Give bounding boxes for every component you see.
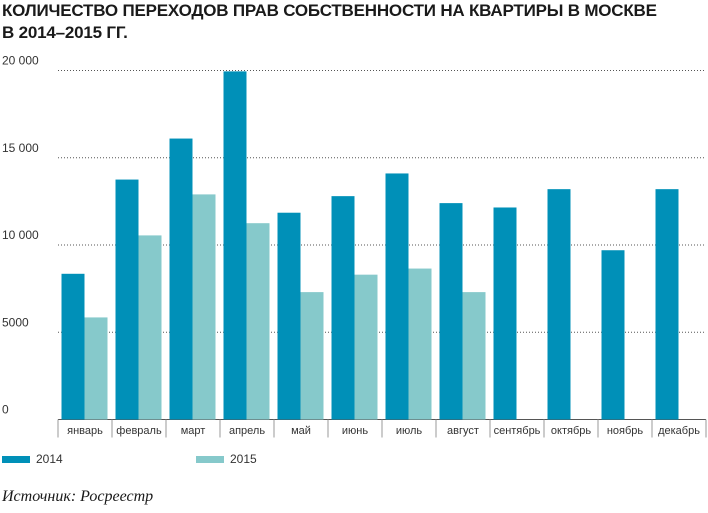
chart-title-line-1: КОЛИЧЕСТВО ПЕРЕХОДОВ ПРАВ СОБСТВЕННОСТИ … <box>2 1 657 20</box>
bar-2014-февраль <box>115 179 139 420</box>
bar-2014-декабрь <box>655 189 679 420</box>
bar-chart: 0 5000 10 000 15 000 20 000 январь февраль март… <box>2 54 707 438</box>
bar-2014-март <box>169 138 193 420</box>
chart-title-line-2: В 2014–2015 ГГ. <box>2 23 128 42</box>
legend-swatch-2014 <box>2 455 30 463</box>
legend-swatch-2015 <box>196 455 224 463</box>
bar-2014-апрель <box>223 71 247 420</box>
bar-2015-март <box>192 194 216 420</box>
bar-2015-февраль <box>138 235 162 420</box>
x-tick-label: март <box>181 425 206 437</box>
bar-2014-январь <box>61 273 85 420</box>
bar-2014-октябрь <box>547 189 571 420</box>
x-tick-label: апрель <box>229 425 265 437</box>
y-tick-label: 15 000 <box>2 141 39 155</box>
legend-item-2015: 2015 <box>196 452 257 466</box>
bar-2014-сентябрь <box>493 207 517 420</box>
legend-item-2014: 2014 <box>2 452 63 466</box>
bar-2015-январь <box>84 317 108 420</box>
bar-2014-август <box>439 203 463 420</box>
y-tick-label: 20 000 <box>2 54 39 68</box>
x-tick-label: февраль <box>116 425 162 437</box>
x-tick-label: июль <box>396 425 423 437</box>
bar-2014-июнь <box>331 196 355 420</box>
x-tick-label: август <box>447 425 479 437</box>
source-note: Источник: Росреестр <box>2 488 154 505</box>
x-tick-label: июнь <box>342 425 368 437</box>
x-tick-label: сентябрь <box>494 425 541 437</box>
bar-2014-ноябрь <box>601 250 625 420</box>
x-tick-label: декабрь <box>658 425 700 437</box>
bar-2015-август <box>462 292 486 420</box>
y-tick-label: 10 000 <box>2 228 39 242</box>
bar-2014-июль <box>385 173 409 420</box>
bar-2015-май <box>300 292 324 420</box>
x-tick-label: май <box>291 425 311 437</box>
bar-2014-май <box>277 212 301 420</box>
bar-2015-июль <box>408 268 432 420</box>
y-tick-label: 0 <box>2 403 9 417</box>
y-tick-label: 5000 <box>2 315 29 329</box>
bar-2015-июнь <box>354 274 378 420</box>
chart-title: КОЛИЧЕСТВО ПЕРЕХОДОВ ПРАВ СОБСТВЕННОСТИ … <box>2 0 692 44</box>
x-tick-label: январь <box>67 425 103 437</box>
legend-label-2014: 2014 <box>36 452 63 466</box>
bar-2015-апрель <box>246 223 270 420</box>
legend-label-2015: 2015 <box>230 452 257 466</box>
x-tick-label: октябрь <box>551 425 591 437</box>
x-tick-label: ноябрь <box>607 425 644 437</box>
